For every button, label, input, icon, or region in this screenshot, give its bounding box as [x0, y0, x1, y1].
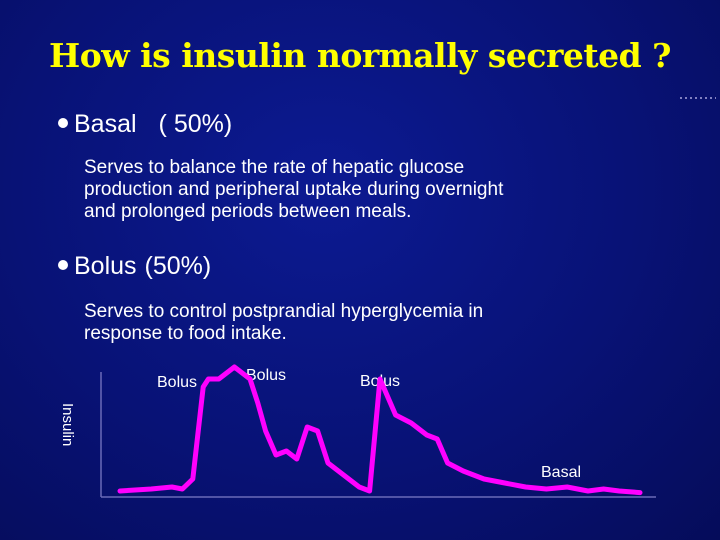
bolus-bullet: Bolus (50%) [58, 252, 211, 281]
bullet-dot-icon [58, 118, 68, 129]
basal-description: Serves to balance the rate of hepatic gl… [84, 157, 503, 223]
title-underline [28, 96, 716, 100]
basal-label: Basal [74, 110, 137, 138]
basal-description-line: production and peripheral uptake during … [84, 179, 504, 200]
insulin-secretion-chart: Insulin Bolus Bolus Bolus Basal [59, 364, 656, 498]
slide-title: How is insulin normally secreted ? [49, 36, 671, 75]
bolus-description: Serves to control postprandial hyperglyc… [84, 301, 483, 345]
bullet-dot-icon [58, 260, 68, 271]
basal-bullet: Basal ( 50%) [58, 110, 232, 139]
annotation-basal: Basal [541, 464, 581, 481]
basal-percent: ( 50%) [158, 110, 233, 138]
bolus-description-line: Serves to control postprandial hyperglyc… [84, 301, 484, 322]
insulin-series-line [117, 364, 643, 496]
annotation-bolus-2: Bolus [246, 367, 286, 384]
bolus-label: Bolus [74, 252, 137, 280]
bolus-percent: (50%) [144, 252, 212, 280]
basal-description-line: and prolonged periods between meals. [84, 201, 412, 222]
annotation-bolus-1: Bolus [157, 374, 197, 391]
y-axis-label: Insulin [59, 403, 76, 446]
bolus-description-line: response to food intake. [84, 323, 287, 344]
basal-description-line: Serves to balance the rate of hepatic gl… [84, 157, 465, 178]
